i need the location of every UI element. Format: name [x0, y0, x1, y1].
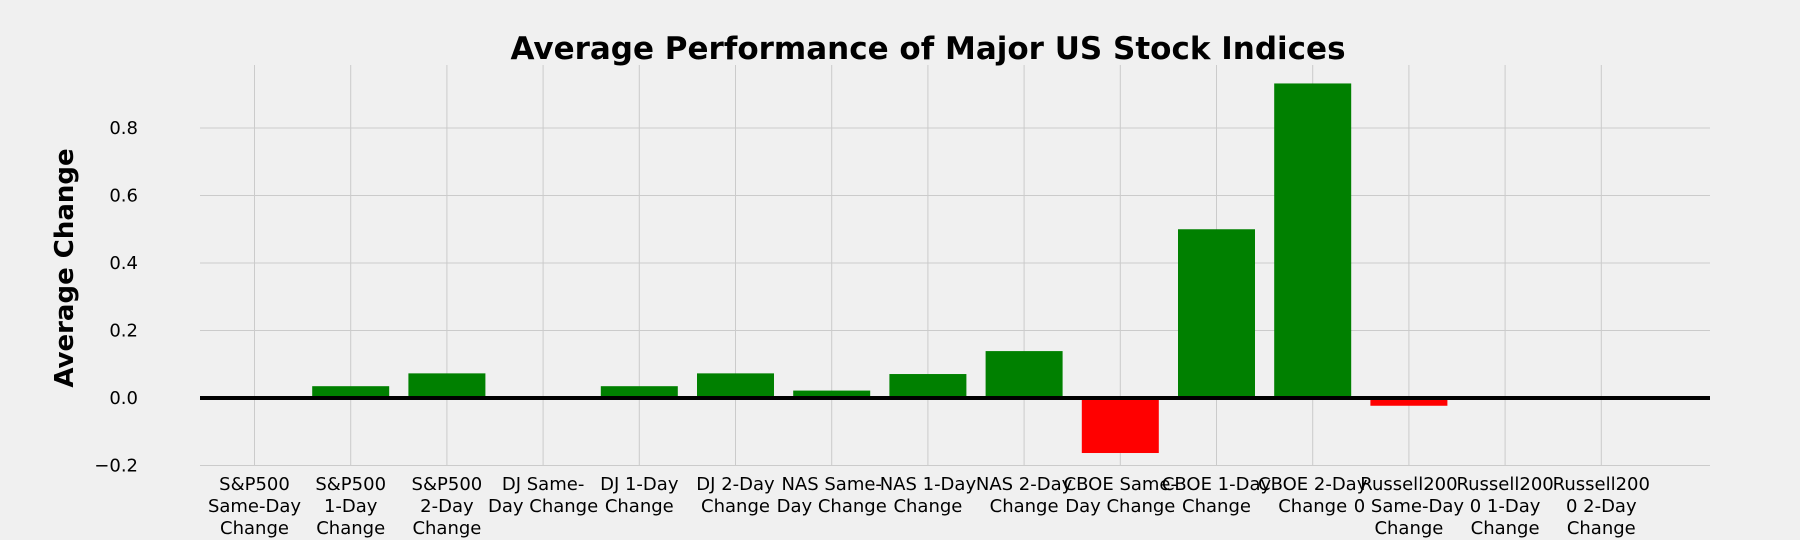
x-tick-label: CBOE 2-Day Change: [1258, 474, 1368, 517]
y-tick-label: 0.8: [109, 118, 138, 139]
bar: [1370, 398, 1448, 406]
chart-title: Average Performance of Major US Stock In…: [510, 31, 1345, 67]
x-tick-label: DJ 1-Day Change: [600, 474, 679, 517]
y-tick-label: 0.0: [109, 388, 138, 409]
bar: [600, 386, 678, 398]
x-tick-label: S&P500 Same-Day Change: [208, 474, 301, 539]
bar: [1178, 229, 1255, 398]
x-tick-label: S&P500 2-Day Change: [412, 474, 483, 539]
x-tick-label: CBOE 1-Day Change: [1162, 474, 1272, 517]
y-tick-label: 0.2: [109, 321, 138, 342]
x-tick-label: DJ 2-Day Change: [696, 474, 775, 517]
x-tick-label: Russell200 0 2-Day Change: [1553, 474, 1650, 539]
bar: [985, 351, 1063, 398]
x-tick-label: NAS 1-Day Change: [880, 474, 977, 517]
bar: [408, 373, 486, 398]
x-tick-label: Russell200 0 Same-Day Change: [1354, 474, 1465, 539]
y-tick-label: 0.6: [109, 186, 138, 207]
bar: [1081, 398, 1159, 454]
bar: [793, 390, 871, 398]
bar: [697, 373, 774, 398]
x-tick-label: Russell200 0 1-Day Change: [1456, 474, 1553, 539]
bar: [889, 374, 967, 398]
x-tick-label: DJ Same-Day Change: [488, 474, 598, 517]
x-tick-label: NAS Same-Day Change: [777, 474, 887, 517]
x-tick-label: NAS 2-Day Change: [976, 474, 1073, 517]
y-tick-label: −0.2: [94, 456, 138, 477]
bar: [1274, 83, 1352, 398]
bar: [312, 386, 390, 398]
x-tick-label: CBOE Same-Day Change: [1064, 474, 1177, 517]
y-axis-label: Average Change: [50, 148, 80, 387]
x-tick-label: S&P500 1-Day Change: [315, 474, 386, 539]
bars-layer: [312, 83, 1448, 454]
y-tick-labels: −0.2 0.0 0.2 0.4 0.6 0.8: [94, 118, 138, 477]
y-tick-label: 0.4: [109, 253, 138, 274]
